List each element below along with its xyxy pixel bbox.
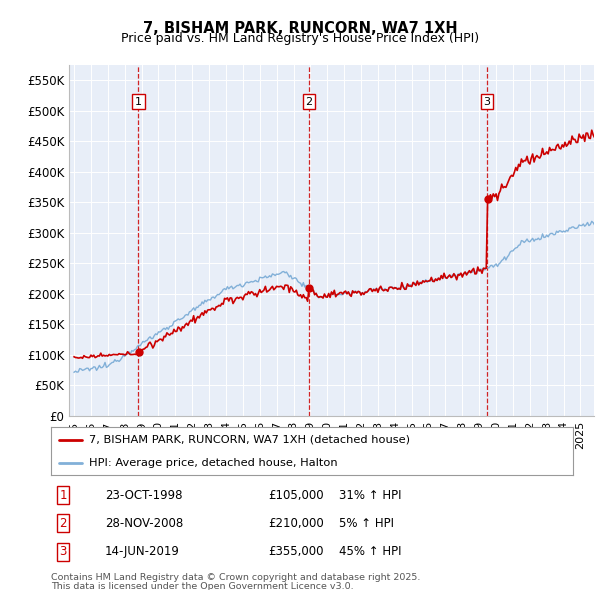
Text: Contains HM Land Registry data © Crown copyright and database right 2025.: Contains HM Land Registry data © Crown c… xyxy=(51,573,421,582)
Text: 14-JUN-2019: 14-JUN-2019 xyxy=(105,545,180,558)
Text: 45% ↑ HPI: 45% ↑ HPI xyxy=(339,545,401,558)
Text: 1: 1 xyxy=(135,97,142,107)
Text: 2: 2 xyxy=(305,97,313,107)
Text: HPI: Average price, detached house, Halton: HPI: Average price, detached house, Halt… xyxy=(89,458,337,468)
Text: £355,000: £355,000 xyxy=(269,545,324,558)
Text: 7, BISHAM PARK, RUNCORN, WA7 1XH (detached house): 7, BISHAM PARK, RUNCORN, WA7 1XH (detach… xyxy=(89,435,410,445)
Text: 28-NOV-2008: 28-NOV-2008 xyxy=(105,517,183,530)
Text: £210,000: £210,000 xyxy=(268,517,324,530)
Text: 3: 3 xyxy=(59,545,67,558)
Text: 31% ↑ HPI: 31% ↑ HPI xyxy=(339,489,401,502)
Text: 3: 3 xyxy=(484,97,490,107)
Text: £105,000: £105,000 xyxy=(268,489,324,502)
Text: 1: 1 xyxy=(59,489,67,502)
Text: 7, BISHAM PARK, RUNCORN, WA7 1XH: 7, BISHAM PARK, RUNCORN, WA7 1XH xyxy=(143,21,457,35)
Text: 23-OCT-1998: 23-OCT-1998 xyxy=(105,489,182,502)
Text: Price paid vs. HM Land Registry's House Price Index (HPI): Price paid vs. HM Land Registry's House … xyxy=(121,32,479,45)
Text: 5% ↑ HPI: 5% ↑ HPI xyxy=(339,517,394,530)
Text: 2: 2 xyxy=(59,517,67,530)
Text: This data is licensed under the Open Government Licence v3.0.: This data is licensed under the Open Gov… xyxy=(51,582,353,590)
